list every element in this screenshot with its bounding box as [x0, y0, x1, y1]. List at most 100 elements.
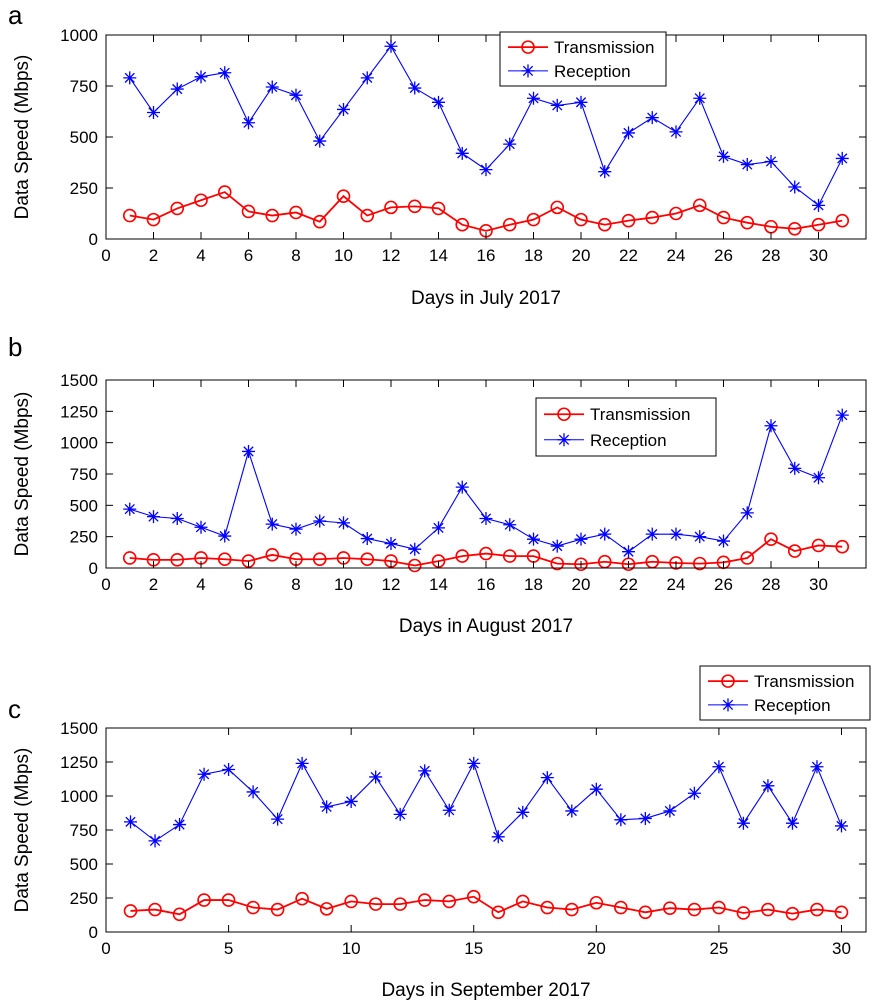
x-tick-label: 24: [667, 246, 686, 265]
legend-marker-transmission: [557, 407, 571, 422]
data-point-reception-30: [834, 819, 848, 833]
x-tick-label: 0: [101, 575, 110, 594]
y-tick-label: 250: [70, 528, 98, 547]
legend-label-transmission: Transmission: [590, 405, 690, 424]
series-transmission: [122, 185, 850, 238]
x-tick-label: 2: [149, 575, 158, 594]
data-point-reception-3: [170, 82, 184, 96]
data-point-transmission-22: [621, 213, 636, 228]
x-tick-label: 20: [587, 939, 606, 958]
data-point-transmission-30: [811, 538, 826, 553]
series-reception: [123, 39, 849, 212]
data-point-reception-14: [432, 521, 445, 535]
plot-frame: [105, 379, 867, 569]
data-point-reception-8: [289, 522, 303, 536]
data-point-transmission-8: [289, 205, 303, 220]
x-tick-label: 14: [429, 246, 448, 265]
series-reception: [123, 408, 849, 559]
x-tick-label: 12: [382, 246, 401, 265]
data-point-reception-6: [246, 785, 260, 799]
x-tick-label: 8: [291, 246, 300, 265]
legend-box: [535, 397, 717, 457]
data-point-transmission-6: [241, 204, 256, 219]
y-tick-label: 1250: [60, 402, 98, 421]
data-point-transmission-3: [172, 907, 187, 922]
data-point-transmission-13: [417, 893, 432, 907]
x-tick-label: 6: [244, 575, 253, 594]
x-tick-label: 20: [572, 575, 591, 594]
legend-label-reception: Reception: [554, 62, 631, 81]
x-tick-label: 18: [524, 575, 543, 594]
data-point-reception-24: [669, 527, 683, 541]
data-point-reception-11: [369, 770, 383, 784]
y-tick-label: 1000: [60, 787, 98, 806]
data-point-reception-22: [638, 811, 652, 825]
data-point-transmission-3: [170, 201, 185, 216]
y-tick-label: 1000: [60, 26, 98, 45]
data-point-reception-13: [408, 81, 422, 95]
data-point-reception-19: [565, 804, 579, 818]
x-tick-label: 30: [809, 246, 828, 265]
y-tick-label: 1500: [60, 719, 98, 738]
x-tick-label: 10: [334, 246, 353, 265]
data-point-reception-1: [124, 815, 138, 829]
data-point-reception-15: [467, 756, 481, 770]
x-tick-label: 20: [572, 246, 591, 265]
data-point-reception-27: [761, 779, 775, 793]
data-point-transmission-31: [835, 539, 850, 554]
y-tick-label: 750: [70, 465, 98, 484]
data-point-reception-28: [764, 154, 778, 168]
data-point-reception-23: [645, 111, 659, 125]
legend: Transmission Reception: [535, 397, 717, 457]
data-point-reception-3: [173, 818, 187, 832]
y-tick-label: 0: [89, 923, 98, 942]
x-tick-label: 14: [429, 575, 448, 594]
data-point-transmission-20: [574, 557, 588, 572]
data-point-reception-15: [455, 480, 469, 494]
data-point-reception-7: [271, 812, 285, 826]
data-point-reception-5: [222, 762, 236, 776]
x-tick-label: 10: [342, 939, 361, 958]
data-point-reception-6: [242, 116, 255, 130]
x-tick-label: 22: [619, 246, 638, 265]
data-point-reception-30: [812, 198, 825, 212]
x-tick-label: 18: [524, 246, 543, 265]
data-point-transmission-13: [407, 558, 422, 573]
x-tick-label: 6: [244, 246, 253, 265]
data-point-transmission-17: [515, 894, 530, 909]
data-point-reception-16: [479, 511, 493, 525]
data-point-transmission-21: [614, 900, 628, 915]
data-point-reception-8: [295, 756, 309, 770]
data-point-transmission-19: [565, 902, 579, 917]
y-axis-label: Data Speed (Mbps): [12, 55, 33, 220]
data-point-reception-2: [147, 106, 160, 120]
series-transmission: [123, 889, 849, 922]
legend-label-transmission: Transmission: [554, 38, 654, 57]
data-point-reception-12: [384, 537, 398, 551]
series-line-reception: [129, 45, 843, 207]
x-tick-label: 28: [762, 246, 781, 265]
data-point-transmission-24: [669, 556, 683, 570]
data-point-reception-10: [337, 516, 350, 530]
legend-label-transmission: Transmission: [754, 672, 854, 691]
data-point-reception-29: [788, 180, 802, 194]
data-point-transmission-27: [740, 551, 755, 565]
data-point-reception-30: [812, 471, 825, 485]
data-point-reception-19: [550, 98, 564, 112]
series-line-transmission: [130, 895, 842, 916]
x-axis-label: Days in August 2017: [399, 616, 573, 637]
y-axis-label: Data Speed (Mbps): [12, 392, 33, 557]
data-point-transmission-16: [491, 905, 506, 920]
data-point-reception-5: [218, 529, 232, 543]
data-point-transmission-14: [431, 201, 446, 216]
y-axis-label: Data Speed (Mbps): [12, 748, 33, 913]
data-point-transmission-8: [295, 891, 309, 906]
x-tick-label: 4: [196, 246, 205, 265]
data-point-reception-18: [527, 91, 540, 105]
y-tick-label: 0: [89, 559, 98, 578]
data-point-transmission-27: [761, 902, 775, 917]
data-point-transmission-2: [148, 902, 162, 917]
data-point-transmission-25: [712, 900, 726, 915]
x-tick-label: 0: [101, 246, 110, 265]
